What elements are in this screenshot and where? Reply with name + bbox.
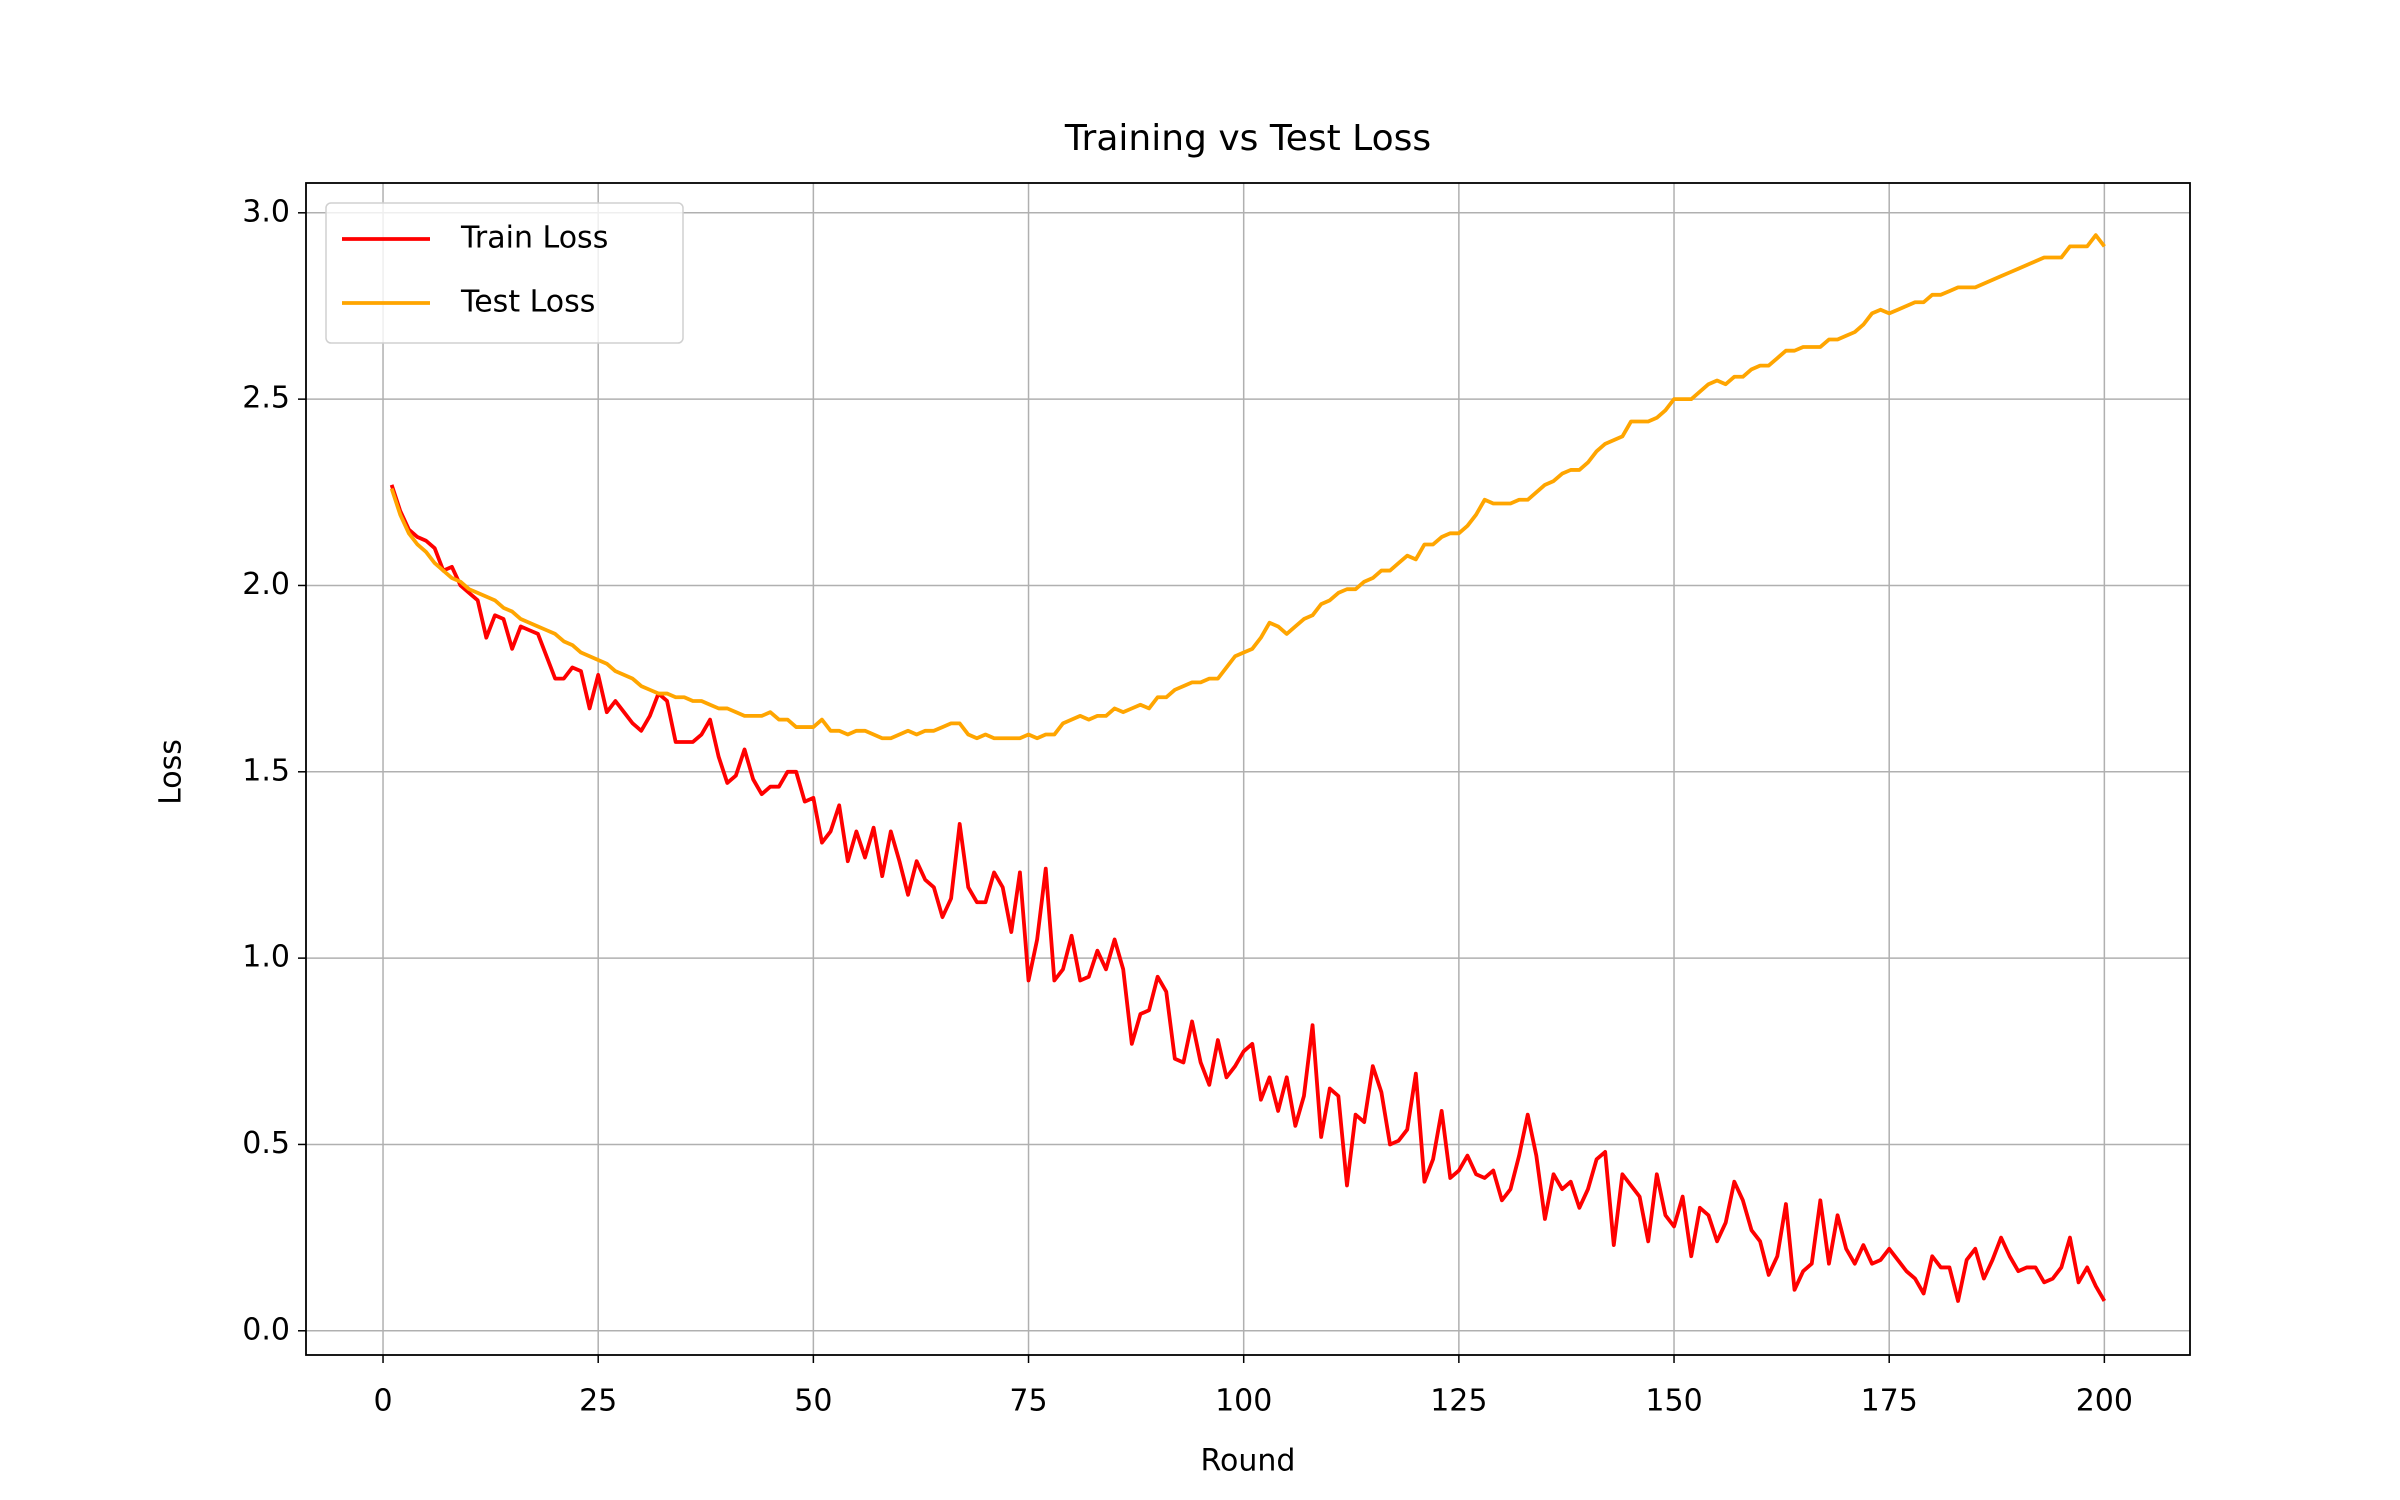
y-tick-label: 0.5 [242,1126,290,1161]
x-tick-label: 75 [1009,1384,1047,1419]
y-tick-label: 3.0 [242,194,290,229]
x-tick-label: 150 [1645,1384,1702,1419]
x-tick-label: 175 [1861,1384,1918,1419]
plot-frame [305,182,2191,1356]
y-axis-label: Loss [154,739,189,805]
x-tick-label: 125 [1430,1384,1487,1419]
series-line [389,233,2106,741]
y-tick-label: 1.0 [242,940,290,975]
series-line [389,484,2107,1303]
y-tick-label: 1.5 [242,753,290,788]
x-axis-label: Round [1201,1444,1296,1479]
x-tick-label: 200 [2076,1384,2133,1419]
x-tick-label: 0 [373,1384,392,1419]
y-tick-label: 0.0 [242,1312,290,1347]
x-tick-label: 100 [1215,1384,1272,1419]
x-tick-label: 50 [794,1384,832,1419]
y-tick-label: 2.5 [242,381,290,416]
legend-label: Test Loss [460,285,595,320]
chart-title: Training vs Test Loss [1064,118,1431,159]
legend-label: Train Loss [460,221,608,256]
x-tick-label: 25 [579,1384,617,1419]
y-tick-label: 2.0 [242,567,290,602]
